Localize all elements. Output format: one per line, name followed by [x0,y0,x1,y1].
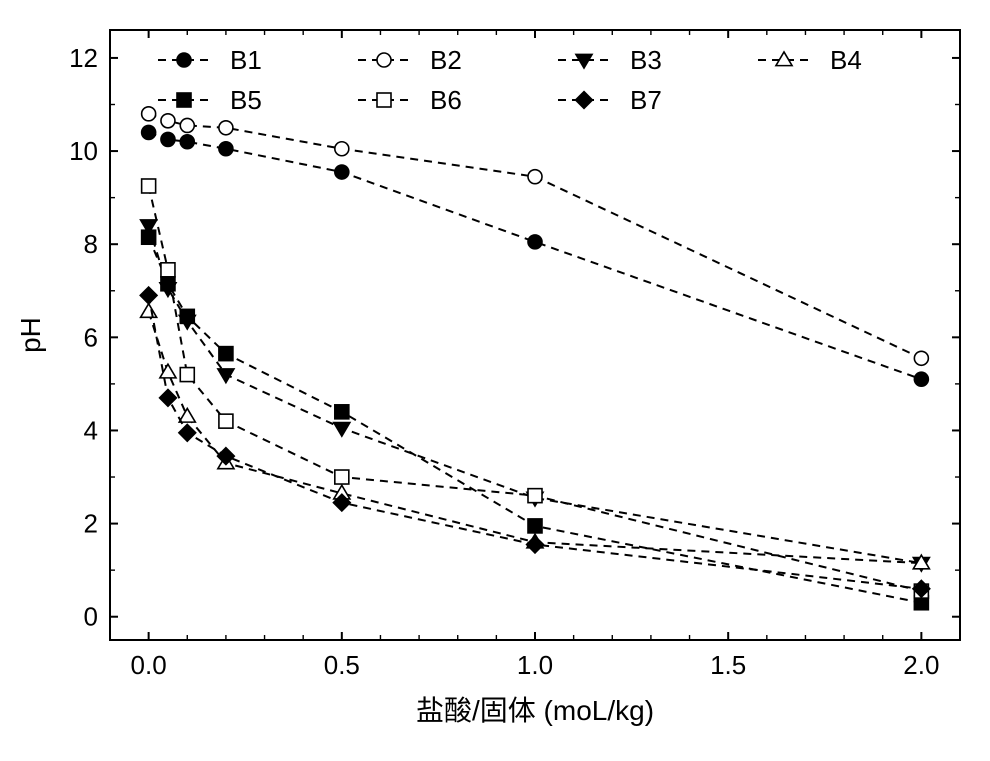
svg-text:pH: pH [15,317,46,353]
svg-text:1.0: 1.0 [517,650,553,680]
svg-text:B1: B1 [230,45,262,75]
svg-text:0.5: 0.5 [324,650,360,680]
svg-text:2.0: 2.0 [903,650,939,680]
svg-text:盐酸/固体 (moL/kg): 盐酸/固体 (moL/kg) [416,695,654,726]
svg-text:8: 8 [84,229,98,259]
svg-text:12: 12 [69,43,98,73]
ph-vs-hcl-chart: 0.0 0.5 1.0 1.5 2.0 0 2 4 6 8 10 12 盐酸/固体 (moL/kg) pH… [0,0,990,761]
chart-svg: 0.0 0.5 1.0 1.5 2.0 0 2 4 6 8 10 12 盐酸/固体 (moL/kg) pH… [0,0,990,761]
svg-text:B5: B5 [230,85,262,115]
svg-text:B6: B6 [430,85,462,115]
svg-text:B4: B4 [830,45,862,75]
svg-text:2: 2 [84,509,98,539]
svg-text:1.5: 1.5 [710,650,746,680]
svg-text:B3: B3 [630,45,662,75]
svg-text:0.0: 0.0 [131,650,167,680]
svg-text:B7: B7 [630,85,662,115]
svg-text:10: 10 [69,136,98,166]
svg-text:6: 6 [84,322,98,352]
svg-text:4: 4 [84,415,98,445]
svg-text:B2: B2 [430,45,462,75]
svg-text:0: 0 [84,602,98,632]
